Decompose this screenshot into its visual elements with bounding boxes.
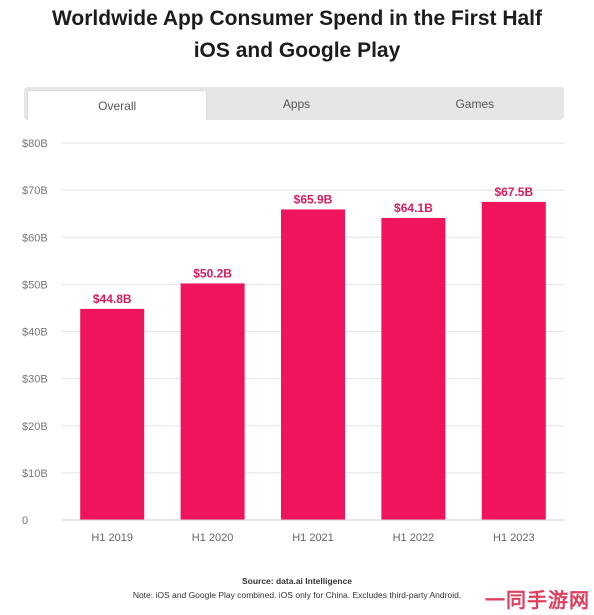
tab-games[interactable]: Games [455,96,495,111]
x-tick-label: H1 2020 [192,532,234,544]
bar-chart: 0 $10B $20B $30B $40B $50B $60B $70B $80B $44.8B H… [22,138,564,544]
y-tick-label: $50B [22,279,48,291]
x-tick-label: H1 2019 [91,532,133,544]
data-label: $65.9B [294,192,333,206]
x-tick-label: H1 2022 [393,532,435,544]
x-tick-label: H1 2021 [292,532,334,544]
note-text: Note: iOS and Google Play combined. iOS … [132,590,462,600]
y-tick-label: $10B [22,468,48,480]
y-tick-label: $40B [22,327,48,339]
y-tick-label: 0 [22,515,28,527]
bar [80,308,145,520]
tab-apps[interactable]: Apps [282,96,311,111]
chart-title: Worldwide App Consumer Spend in the Firs… [51,7,543,30]
bar [381,217,446,520]
x-tick-label: H1 2023 [493,532,535,544]
bar [481,201,546,520]
data-label: $67.5B [494,185,533,199]
data-label: $64.1B [394,201,433,215]
data-label: $50.2B [193,266,232,280]
y-tick-label: $70B [22,185,48,197]
source-text: Source: data.ai Intelligence [241,576,353,586]
tab-overall[interactable]: Overall [27,90,208,120]
tab-bar: Overall Apps Games [24,87,564,120]
chart-subtitle: iOS and Google Play [193,39,401,62]
y-tick-label: $80B [22,138,48,150]
y-tick-label: $30B [22,374,48,386]
data-label: $44.8B [93,292,132,306]
bar [281,209,345,521]
watermark: 一同手游网 [485,590,590,612]
y-tick-label: $60B [22,232,48,244]
bar [180,283,245,520]
y-tick-label: $20B [22,421,48,433]
